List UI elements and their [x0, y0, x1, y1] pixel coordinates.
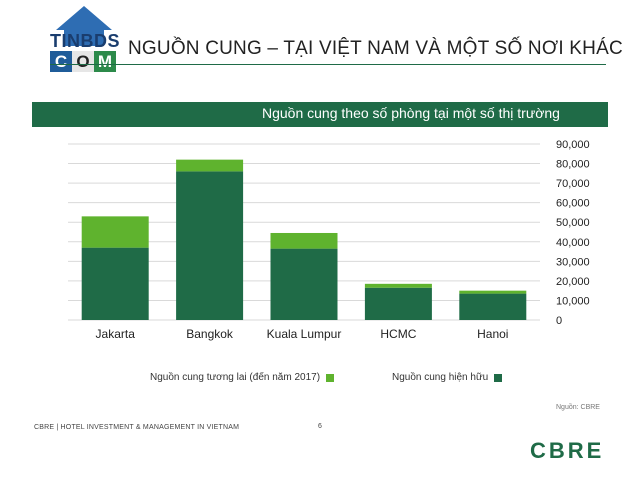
logo-letter-o: O [72, 51, 94, 72]
bar-kuala-lumpur-series-0 [270, 248, 338, 320]
logo-word-tinbds: TINBDS [50, 31, 120, 51]
y-tick-label: 20,000 [556, 276, 590, 288]
logo-word-com: C O M [50, 51, 116, 72]
x-tick-label: Hanoi [477, 327, 508, 341]
bar-hcmc-series-0 [364, 287, 432, 320]
y-tick-label: 10,000 [556, 295, 590, 307]
legend-future: Nguồn cung tương lai (đến năm 2017) [150, 372, 335, 383]
legend-future-label: Nguồn cung tương lai (đến năm 2017) [150, 372, 321, 383]
y-tick-label: 60,000 [556, 198, 590, 210]
x-tick-label: Bangkok [186, 327, 234, 341]
legend-existing: Nguồn cung hiện hữu [392, 372, 503, 383]
footer-text: CBRE | HOTEL INVESTMENT & MANAGEMENT IN … [34, 424, 240, 431]
legend-existing-swatch [494, 373, 503, 382]
logo-letter-c: C [50, 51, 72, 72]
x-tick-label: HCMC [380, 327, 416, 341]
legend-future-swatch [326, 373, 335, 382]
y-tick-label: 70,000 [556, 178, 590, 190]
title-divider [50, 64, 606, 65]
y-tick-label: 90,000 [556, 139, 590, 151]
slide-title: NGUỒN CUNG – TẠI VIỆT NAM VÀ MỘT SỐ NƠI … [128, 38, 623, 59]
bar-hcmc-series-1 [364, 283, 432, 288]
x-tick-label: Jakarta [96, 327, 136, 341]
chart-banner-text: Nguồn cung theo số phòng tại một số thị … [262, 105, 560, 121]
tinbds-logo: TINBDS C O M [48, 4, 120, 74]
bar-bangkok-series-1 [176, 159, 244, 172]
bar-jakarta-series-1 [81, 216, 149, 248]
legend-existing-label: Nguồn cung hiện hữu [392, 372, 489, 383]
bar-bangkok-series-0 [176, 171, 244, 320]
bar-jakarta-series-0 [81, 247, 149, 320]
y-tick-label: 30,000 [556, 256, 590, 268]
y-tick-label: 0 [556, 315, 562, 327]
bar-hanoi-series-0 [459, 293, 527, 320]
house-icon [56, 6, 112, 46]
page-number: 6 [318, 423, 322, 430]
x-tick-label: Kuala Lumpur [267, 327, 342, 341]
cbre-logo: CBRE [530, 438, 605, 463]
bar-hanoi-series-1 [459, 290, 527, 294]
chart-banner: Nguồn cung theo số phòng tại một số thị … [32, 102, 608, 127]
y-tick-label: 40,000 [556, 237, 590, 249]
y-tick-label: 80,000 [556, 159, 590, 171]
logo-letter-m: M [94, 51, 116, 72]
y-tick-label: 50,000 [556, 217, 590, 229]
source-note: Nguồn: CBRE [556, 404, 600, 411]
bar-kuala-lumpur-series-1 [270, 232, 338, 249]
